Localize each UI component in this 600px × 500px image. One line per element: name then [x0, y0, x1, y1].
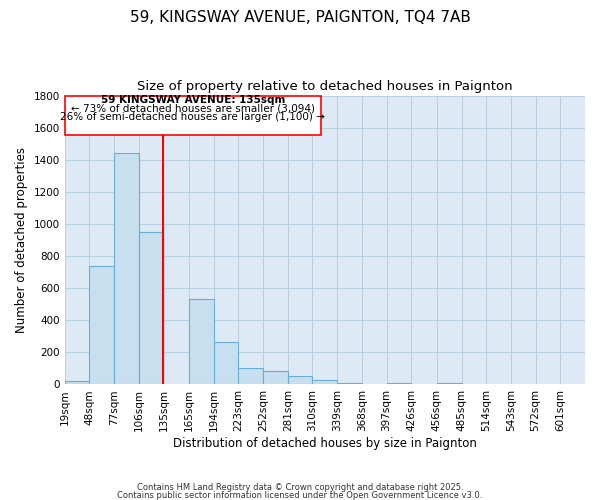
- Title: Size of property relative to detached houses in Paignton: Size of property relative to detached ho…: [137, 80, 512, 93]
- Bar: [238, 368, 263, 384]
- Bar: [89, 266, 114, 384]
- Bar: [114, 154, 139, 384]
- Bar: [214, 342, 238, 384]
- Bar: [386, 383, 411, 384]
- Bar: [65, 381, 89, 384]
- X-axis label: Distribution of detached houses by size in Paignton: Distribution of detached houses by size …: [173, 437, 477, 450]
- Bar: [313, 380, 337, 384]
- Bar: [139, 232, 163, 384]
- Text: ← 73% of detached houses are smaller (3,094): ← 73% of detached houses are smaller (3,…: [71, 104, 315, 114]
- Text: Contains public sector information licensed under the Open Government Licence v3: Contains public sector information licen…: [118, 490, 482, 500]
- Bar: [263, 371, 288, 384]
- Text: Contains HM Land Registry data © Crown copyright and database right 2025.: Contains HM Land Registry data © Crown c…: [137, 483, 463, 492]
- Text: 26% of semi-detached houses are larger (1,100) →: 26% of semi-detached houses are larger (…: [61, 112, 325, 122]
- Bar: [189, 300, 214, 384]
- Bar: [337, 383, 362, 384]
- Y-axis label: Number of detached properties: Number of detached properties: [15, 147, 28, 333]
- Bar: [437, 383, 461, 384]
- Text: 59, KINGSWAY AVENUE, PAIGNTON, TQ4 7AB: 59, KINGSWAY AVENUE, PAIGNTON, TQ4 7AB: [130, 10, 470, 25]
- Bar: [288, 376, 313, 384]
- Text: 59 KINGSWAY AVENUE: 135sqm: 59 KINGSWAY AVENUE: 135sqm: [101, 94, 285, 104]
- Bar: [65, 96, 321, 135]
